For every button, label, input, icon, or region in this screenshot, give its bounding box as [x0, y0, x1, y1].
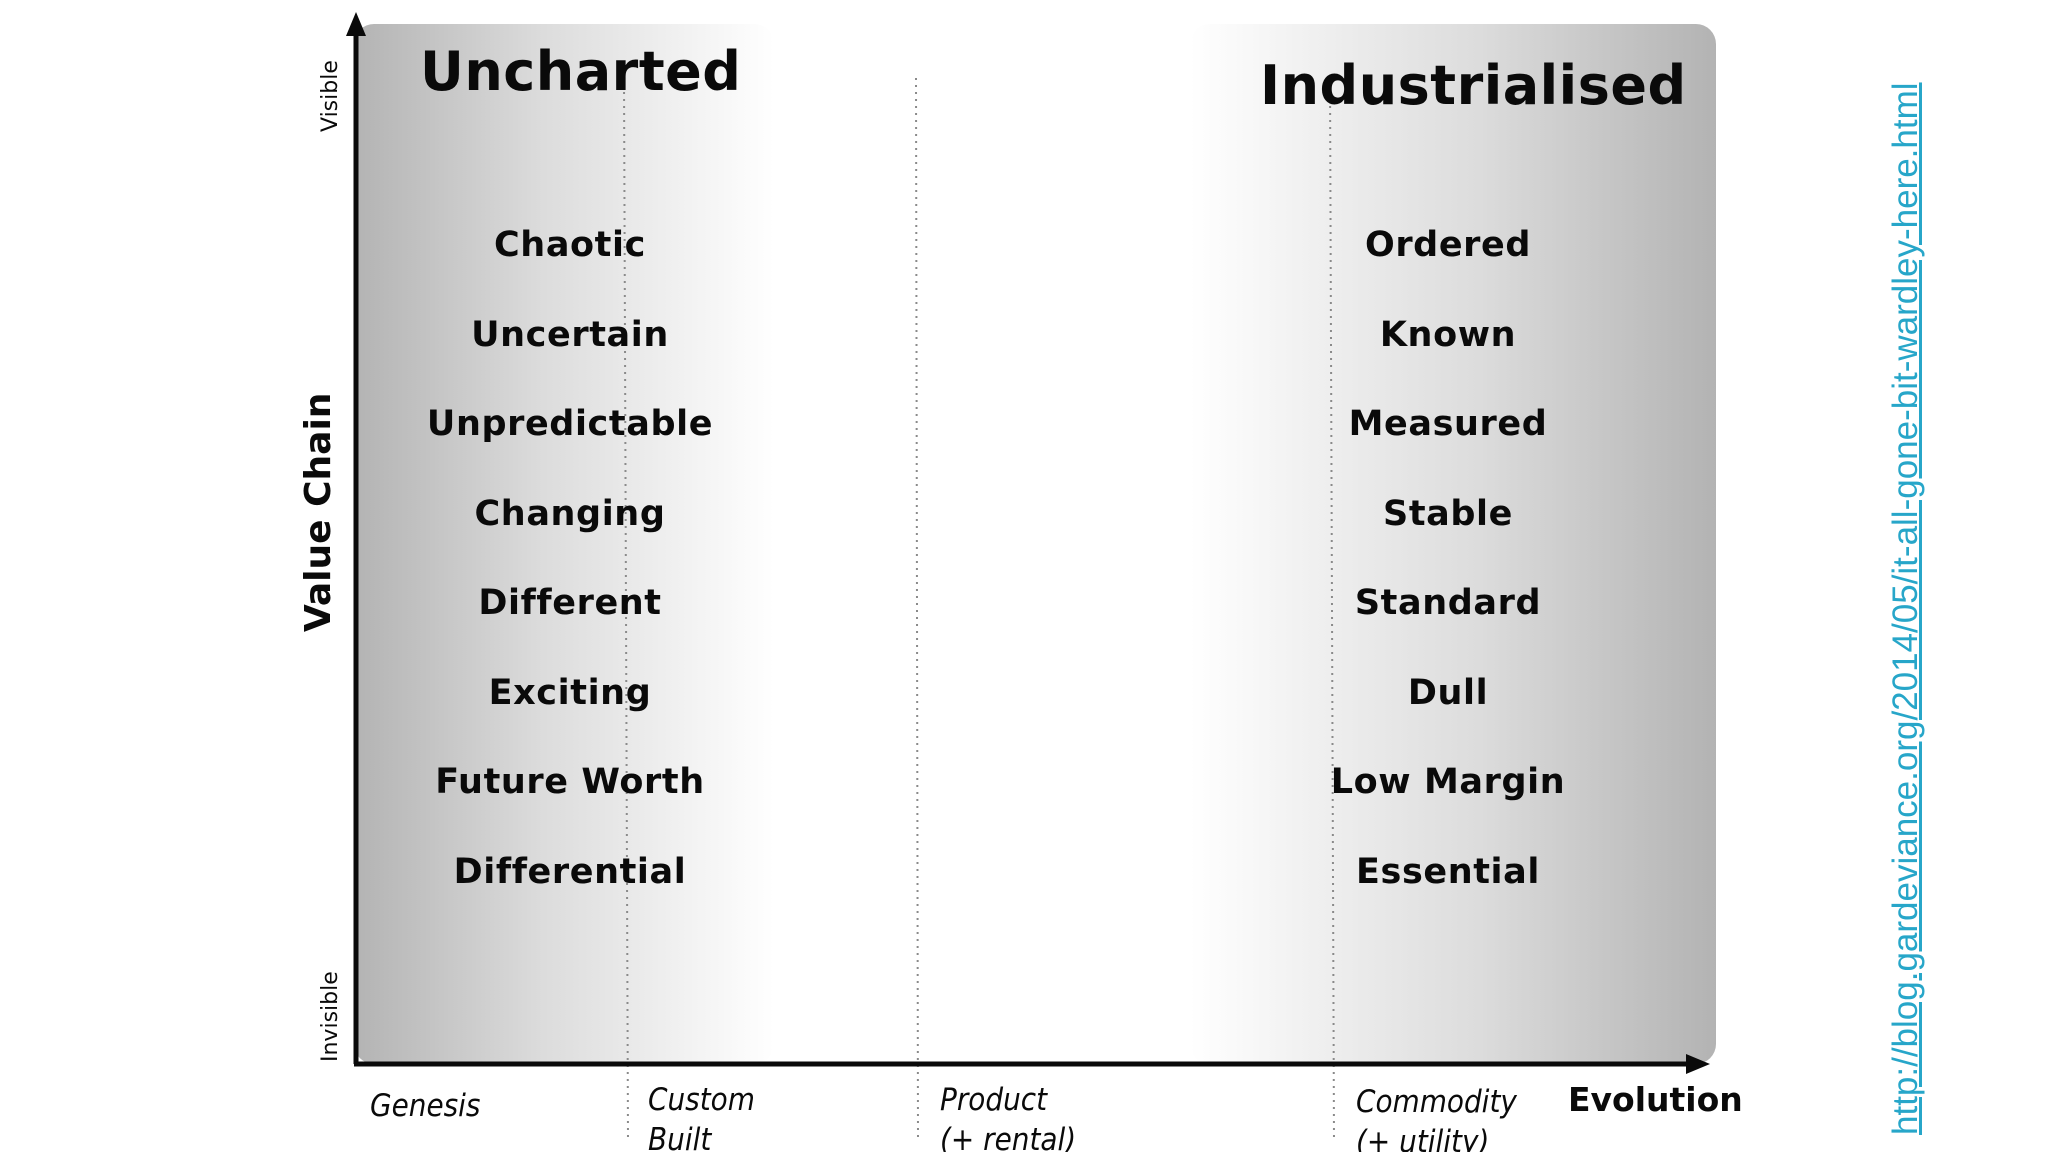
industrialised-trait: Stable [1383, 493, 1513, 534]
uncharted-trait: Unpredictable [426, 404, 714, 444]
uncharted-trait: Uncertain [471, 314, 669, 355]
industrialised-trait: Ordered [1364, 225, 1532, 265]
uncharted-trait: Exciting [488, 672, 652, 713]
stage-label-line: Custom [648, 1082, 755, 1118]
industrialised-trait: Known [1379, 314, 1517, 355]
uncharted-trait: Future Worth [435, 762, 705, 802]
uncharted-title: Uncharted [420, 40, 742, 103]
uncharted-trait: Chaotic [494, 225, 646, 265]
custom-built-divider [623, 77, 629, 1143]
industrialised-region [1190, 24, 1716, 1064]
source-link[interactable]: http://blog.gardeviance.org/2014/05/it-a… [1886, 82, 1925, 1135]
uncharted-trait: Different [478, 583, 662, 623]
industrialised-trait: Measured [1348, 404, 1548, 444]
industrialised-trait: Essential [1356, 851, 1540, 892]
x-axis-arrowhead [1686, 1054, 1710, 1074]
uncharted-traits-list: Chaotic Uncertain Unpredictable Changing… [360, 220, 780, 936]
y-axis-bottom-label: Invisible [318, 971, 343, 1062]
stage-genesis-label: Genesis [370, 1086, 480, 1126]
industrialised-traits-list: Ordered Known Measured Stable Standard D… [1238, 220, 1658, 936]
stage-label-line: (+ utility) [1356, 1124, 1490, 1152]
x-axis-title: Evolution [1568, 1080, 1743, 1119]
stage-custom-built-label: Custom Built [648, 1080, 755, 1152]
uncharted-region [354, 24, 774, 1064]
product-divider [915, 77, 919, 1143]
uncharted-trait: Changing [474, 493, 666, 534]
industrialised-title: Industrialised [1260, 54, 1687, 117]
commodity-divider [1329, 77, 1335, 1143]
industrialised-trait: Standard [1354, 583, 1542, 623]
stage-product-label: Product (+ rental) [940, 1080, 1076, 1152]
stage-label-line: Built [648, 1122, 712, 1152]
stage-label-line: Commodity [1356, 1084, 1517, 1120]
industrialised-trait: Dull [1407, 672, 1489, 713]
uncharted-trait: Differential [453, 851, 687, 892]
y-axis-top-label: Visible [318, 60, 343, 132]
y-axis-title: Value Chain [298, 392, 339, 632]
stage-label-line: Genesis [370, 1088, 481, 1124]
industrialised-trait: Low Margin [1330, 762, 1566, 802]
stage-commodity-label: Commodity (+ utility) [1356, 1082, 1517, 1152]
stage-label-line: (+ rental) [940, 1122, 1077, 1152]
stage-label-line: Product [940, 1082, 1048, 1118]
y-axis-arrowhead [346, 12, 366, 36]
